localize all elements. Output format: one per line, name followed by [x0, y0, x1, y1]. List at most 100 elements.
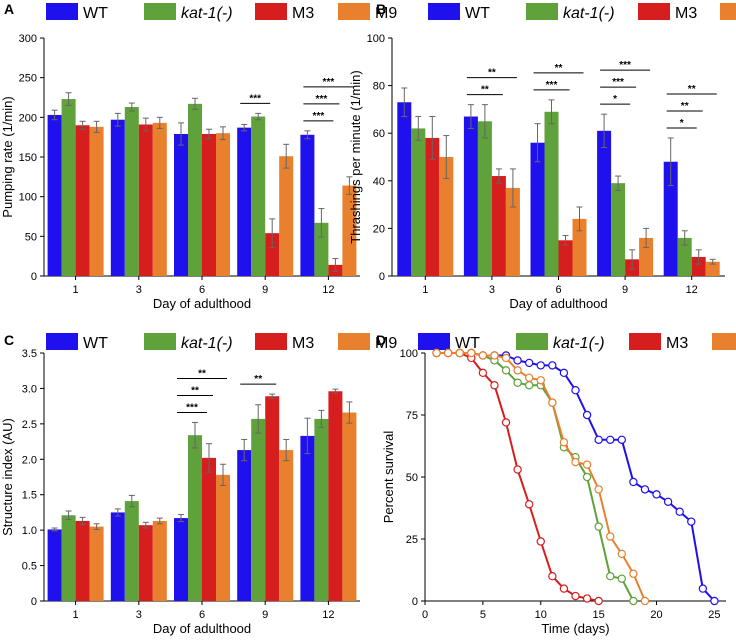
panel-letter-A: A [4, 1, 14, 17]
y-tick-label: 300 [19, 33, 37, 45]
x-tick-label: 6 [555, 284, 561, 296]
x-axis-title: Day of adulthood [509, 296, 607, 311]
bar-kat1-day1 [61, 99, 76, 276]
significance-label: ** [254, 374, 262, 385]
significance-label: *** [323, 77, 335, 88]
point-WT [687, 517, 696, 526]
y-tick-label: 80 [373, 81, 385, 93]
y-tick-label: 200 [19, 112, 37, 124]
point-WT [663, 497, 673, 506]
y-tick-label: 75 [406, 410, 418, 422]
bar-WT-day3 [110, 119, 125, 276]
point-M3 [478, 368, 488, 378]
point-WT [652, 490, 661, 499]
y-axis-title: Percent survival [381, 431, 396, 524]
bar-kat1-day12 [677, 237, 692, 276]
legend-label: WT [83, 5, 108, 22]
bar-WT-day1 [47, 529, 62, 601]
bar-kat1-day6 [188, 103, 202, 276]
bar-M3-day6 [558, 240, 573, 276]
point-kat1 [606, 572, 615, 581]
bar-M3-day9 [265, 233, 280, 276]
legend-swatch-kat1 [144, 3, 176, 20]
bar-M9-day9 [279, 156, 294, 276]
bar-M3-day1 [425, 137, 440, 276]
bar-M3-day6 [202, 457, 216, 601]
x-tick-label: 9 [622, 284, 628, 296]
point-M9 [432, 348, 441, 358]
point-M3 [571, 591, 580, 601]
bar-kat1-day12 [314, 222, 329, 276]
bar-M9-day3 [505, 187, 520, 276]
significance-label: ** [688, 84, 696, 95]
point-M9 [594, 485, 603, 494]
legend-label: kat-1(-) [181, 5, 233, 22]
x-tick-label: 3 [136, 284, 142, 296]
x-tick-label: 9 [262, 609, 268, 621]
legend-swatch-WT [46, 333, 78, 350]
y-tick-label: 100 [400, 348, 418, 360]
bar-M3-day12 [328, 391, 343, 601]
legend-label: M3 [292, 5, 314, 22]
point-M9 [478, 351, 488, 360]
bar-kat1-day6 [544, 111, 559, 276]
bar-M9-day3 [152, 520, 167, 601]
panel-letter-D: D [376, 332, 386, 348]
x-tick-label: 3 [136, 609, 142, 621]
y-tick-label: 1.0 [22, 525, 37, 537]
significance-label: ** [681, 101, 689, 112]
legend-label: kat-1(-) [563, 5, 615, 22]
point-kat1 [617, 574, 627, 583]
x-tick-label: 12 [322, 284, 334, 296]
y-tick-label: 20 [373, 223, 385, 235]
point-WT [629, 477, 638, 487]
y-tick-label: 150 [19, 152, 37, 164]
panel-letter-C: C [4, 332, 14, 348]
point-WT [524, 358, 534, 368]
legend-swatch-M9 [338, 333, 370, 350]
x-tick-label: 5 [480, 609, 486, 621]
significance-label: * [613, 94, 617, 105]
bar-M9-day9 [279, 450, 294, 601]
significance-label: ** [191, 385, 199, 396]
legend-swatch-WT [46, 3, 78, 20]
point-M9 [455, 348, 464, 358]
legend-label: M3 [675, 5, 697, 22]
y-tick-label: 40 [373, 176, 385, 188]
point-M9 [629, 569, 638, 578]
legend-swatch-kat1 [144, 333, 176, 350]
point-WT [536, 361, 545, 370]
x-tick-label: 10 [535, 609, 547, 621]
point-kat1 [582, 472, 592, 482]
point-M9 [443, 348, 453, 358]
point-kat1 [524, 381, 534, 390]
bar-M9-day1 [89, 126, 104, 276]
point-WT [513, 356, 522, 365]
legend-swatch-WT [418, 333, 450, 350]
panel-letter-B: B [376, 1, 386, 17]
legend-label: M9 [375, 5, 397, 22]
y-tick-label: 0 [31, 596, 37, 608]
y-axis-title: Structure index (AU) [0, 418, 15, 536]
point-M3 [548, 572, 557, 581]
point-kat1 [629, 596, 638, 606]
bar-WT-day9 [237, 127, 252, 276]
significance-label: ** [198, 368, 206, 379]
x-tick-label: 6 [199, 284, 205, 296]
y-tick-label: 25 [406, 534, 418, 546]
legend-label: WT [455, 335, 480, 352]
bar-M9-day12 [342, 185, 357, 276]
bar-WT-day6 [530, 142, 545, 276]
point-M3 [501, 418, 511, 427]
x-tick-label: 1 [422, 284, 428, 296]
y-tick-label: 2.5 [22, 419, 37, 431]
x-tick-label: 25 [708, 609, 720, 621]
legend-swatch-M3 [638, 3, 670, 20]
x-tick-label: 12 [322, 609, 334, 621]
y-tick-label: 100 [367, 33, 385, 45]
point-M3 [524, 500, 534, 509]
bar-M9-day6 [216, 474, 230, 601]
point-WT [710, 596, 719, 606]
bar-M3-day3 [138, 525, 153, 601]
significance-label: ** [555, 63, 563, 74]
